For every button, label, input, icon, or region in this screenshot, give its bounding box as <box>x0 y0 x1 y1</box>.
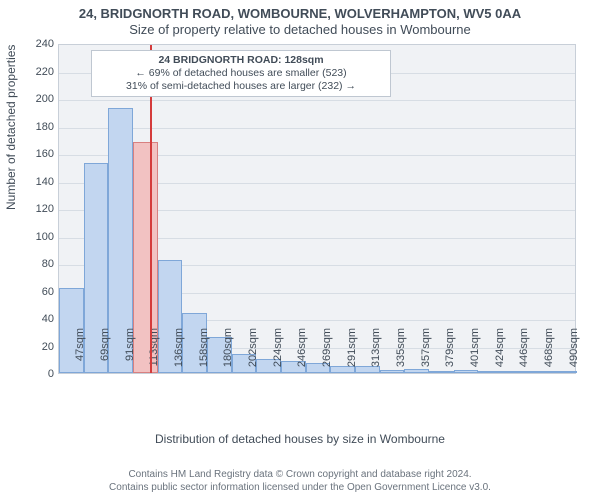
y-tick-label: 80 <box>14 258 54 270</box>
y-tick-label: 120 <box>14 203 54 215</box>
y-tick-label: 60 <box>14 286 54 298</box>
x-tick-label: 401sqm <box>469 328 481 378</box>
x-tick-label: 357sqm <box>420 328 432 378</box>
x-tick-label: 47sqm <box>74 328 86 378</box>
footer-attribution: Contains HM Land Registry data © Crown c… <box>0 469 600 494</box>
x-tick-label: 269sqm <box>321 328 333 378</box>
y-tick-label: 220 <box>14 66 54 78</box>
x-tick-label: 446sqm <box>518 328 530 378</box>
x-tick-label: 424sqm <box>494 328 506 378</box>
y-tick-label: 40 <box>14 313 54 325</box>
info-line-3: 31% of semi-detached houses are larger (… <box>96 80 386 93</box>
gridline <box>59 100 575 101</box>
x-tick-label: 335sqm <box>395 328 407 378</box>
x-tick-label: 379sqm <box>444 328 456 378</box>
page-subtitle: Size of property relative to detached ho… <box>0 22 600 38</box>
y-tick-label: 140 <box>14 176 54 188</box>
x-tick-label: 136sqm <box>173 328 185 378</box>
x-tick-label: 468sqm <box>543 328 555 378</box>
y-tick-label: 240 <box>14 38 54 50</box>
y-tick-label: 20 <box>14 341 54 353</box>
gridline <box>59 128 575 129</box>
x-tick-label: 246sqm <box>296 328 308 378</box>
y-tick-label: 200 <box>14 93 54 105</box>
y-tick-label: 100 <box>14 231 54 243</box>
y-tick-label: 0 <box>14 368 54 380</box>
x-tick-label: 91sqm <box>124 328 136 378</box>
x-tick-label: 202sqm <box>247 328 259 378</box>
x-tick-label: 69sqm <box>99 328 111 378</box>
info-line-2: ← 69% of detached houses are smaller (52… <box>96 67 386 80</box>
x-axis-label: Distribution of detached houses by size … <box>0 432 600 446</box>
footer-line-1: Contains HM Land Registry data © Crown c… <box>0 469 600 482</box>
x-tick-label: 224sqm <box>272 328 284 378</box>
chart-info-box: 24 BRIDGNORTH ROAD: 128sqm ← 69% of deta… <box>91 50 391 97</box>
x-tick-label: 158sqm <box>198 328 210 378</box>
info-line-1: 24 BRIDGNORTH ROAD: 128sqm <box>96 54 386 67</box>
x-tick-label: 291sqm <box>346 328 358 378</box>
chart-plot-area: 24 BRIDGNORTH ROAD: 128sqm ← 69% of deta… <box>58 44 576 374</box>
x-tick-label: 180sqm <box>222 328 234 378</box>
y-tick-label: 160 <box>14 148 54 160</box>
x-tick-label: 490sqm <box>568 328 580 378</box>
footer-line-2: Contains public sector information licen… <box>0 482 600 495</box>
y-tick-label: 180 <box>14 121 54 133</box>
x-tick-label: 313sqm <box>370 328 382 378</box>
page-title: 24, BRIDGNORTH ROAD, WOMBOURNE, WOLVERHA… <box>0 6 600 22</box>
